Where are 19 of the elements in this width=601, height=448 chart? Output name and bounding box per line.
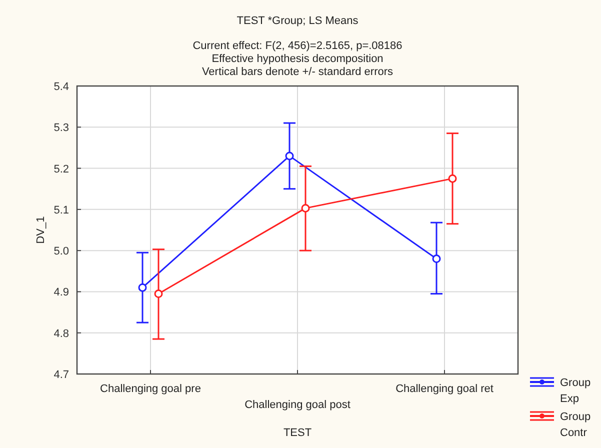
x-tick-label: Challenging goal ret <box>396 383 494 395</box>
y-tick-label: 5.2 <box>54 163 69 176</box>
chart-subtitle: Current effect: F(2, 456)=2.5165, p=.08186 <box>192 40 402 52</box>
x-tick-label: Challenging goal post <box>244 399 350 411</box>
y-axis-title: DV_1 <box>35 216 47 244</box>
y-tick-label: 4.7 <box>54 369 69 381</box>
legend-label: Group Exp <box>560 377 591 405</box>
y-tick-label: 5.0 <box>54 246 69 258</box>
y-tick-label: 5.3 <box>54 122 69 134</box>
y-tick-label: 4.8 <box>54 328 69 340</box>
y-tick-label: 5.4 <box>54 81 69 93</box>
x-axis-title: TEST <box>283 427 312 439</box>
y-tick-label: 5.1 <box>54 204 69 216</box>
legend-label: Group Contr <box>560 411 591 439</box>
y-tick-label: 4.9 <box>54 286 69 299</box>
text: Effective hypothesis decomposition <box>212 53 384 65</box>
text: Vertical bars denote +/- standard errors <box>202 66 394 78</box>
x-tick-label: Challenging goal pre <box>100 383 201 395</box>
chart-title: TEST *Group; LS Means <box>236 15 359 27</box>
